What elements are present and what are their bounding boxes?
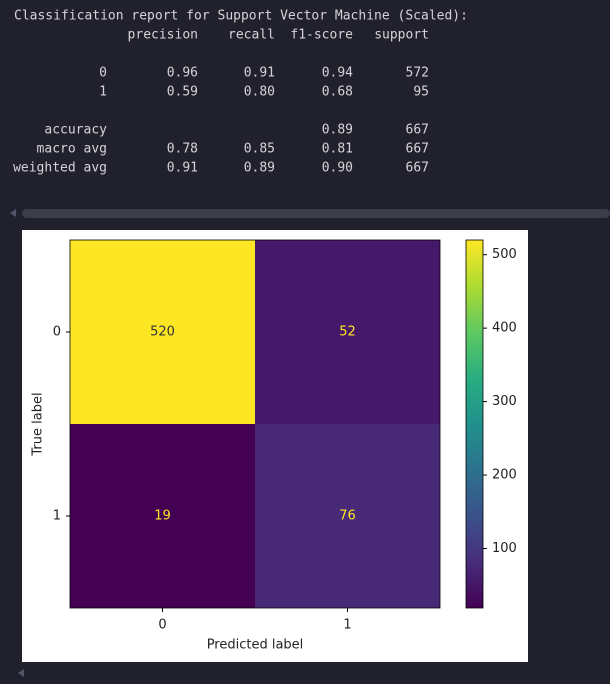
row-label: accuracy [44, 123, 107, 138]
cell-value: 0.94 [322, 66, 353, 81]
cell-label: 19 [154, 509, 171, 524]
cell-value: 0.90 [322, 161, 353, 176]
heatmap-cell [70, 424, 255, 608]
colorbar-tick-label: 200 [492, 468, 517, 483]
y-tick-label: 1 [53, 509, 61, 524]
cell-label: 520 [150, 325, 175, 340]
scroll-left-arrow-bottom[interactable] [18, 669, 24, 677]
colorbar [465, 239, 484, 609]
row-label: macro avg [37, 142, 107, 157]
colorbar-tick-label: 400 [492, 321, 517, 336]
cell-label: 52 [339, 325, 356, 340]
column-header: recall [228, 28, 275, 43]
cell-value: 667 [406, 161, 429, 176]
cell-value: 0.68 [322, 85, 353, 100]
x-axis-label: Predicted label [207, 638, 304, 653]
x-tick-label: 1 [343, 618, 351, 633]
report-title: Classification report for Support Vector… [14, 9, 468, 24]
heatmap-cell [255, 424, 440, 608]
row-label: weighted avg [13, 161, 107, 176]
column-header: support [374, 28, 429, 43]
cell-value: 0.89 [244, 161, 275, 176]
cell-value: 667 [406, 142, 429, 157]
colorbar-tick-label: 100 [492, 541, 517, 556]
heatmap-cell [70, 240, 255, 424]
plot-frame [69, 239, 441, 609]
cell-value: 0.59 [167, 85, 198, 100]
cell-value: 0.81 [322, 142, 353, 157]
cell-value: 0.96 [167, 66, 198, 81]
row-label: 1 [99, 85, 107, 100]
cell-value: 572 [406, 66, 429, 81]
x-tick-label: 0 [158, 618, 166, 633]
cell-value: 667 [406, 123, 429, 138]
colorbar-tick-label: 500 [492, 247, 517, 262]
row-label: 0 [99, 66, 107, 81]
cell-value: 0.80 [244, 85, 275, 100]
column-header: precision [128, 28, 198, 43]
cell-value: 0.85 [244, 142, 275, 157]
cell-value: 0.78 [167, 142, 198, 157]
cell-value: 95 [413, 85, 429, 100]
heatmap-cell [255, 240, 440, 424]
y-tick-label: 0 [53, 325, 61, 340]
column-header: f1-score [290, 28, 353, 43]
cell-value: 0.91 [167, 161, 198, 176]
cell-value: 0.91 [244, 66, 275, 81]
scroll-thumb[interactable] [22, 209, 610, 218]
cell-value: 0.89 [322, 123, 353, 138]
y-axis-label: True label [31, 392, 46, 456]
cell-label: 76 [339, 509, 356, 524]
colorbar-tick-label: 300 [492, 394, 517, 409]
scrollbar[interactable] [10, 209, 610, 218]
scroll-left-arrow[interactable] [10, 209, 16, 217]
